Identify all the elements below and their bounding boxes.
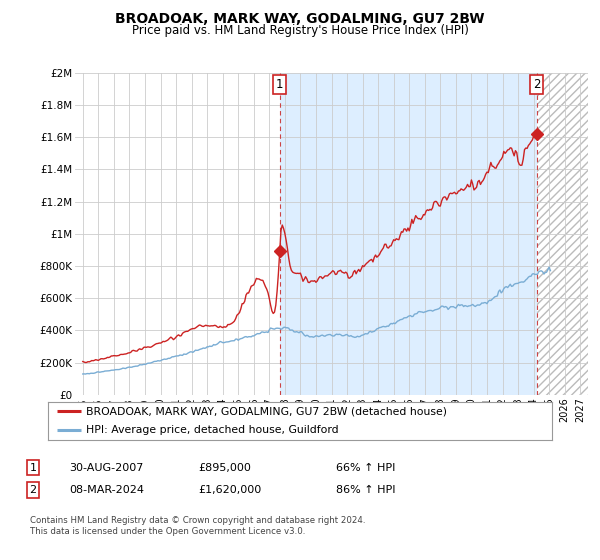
Text: 30-AUG-2007: 30-AUG-2007	[69, 463, 143, 473]
Text: Price paid vs. HM Land Registry's House Price Index (HPI): Price paid vs. HM Land Registry's House …	[131, 24, 469, 36]
Text: 08-MAR-2024: 08-MAR-2024	[69, 485, 144, 495]
Text: BROADOAK, MARK WAY, GODALMING, GU7 2BW (detached house): BROADOAK, MARK WAY, GODALMING, GU7 2BW (…	[86, 407, 447, 417]
Text: 86% ↑ HPI: 86% ↑ HPI	[336, 485, 395, 495]
Text: 2: 2	[533, 78, 540, 91]
Text: 2: 2	[29, 485, 37, 495]
Text: £895,000: £895,000	[198, 463, 251, 473]
Text: 1: 1	[29, 463, 37, 473]
Text: £1,620,000: £1,620,000	[198, 485, 261, 495]
Text: HPI: Average price, detached house, Guildford: HPI: Average price, detached house, Guil…	[86, 424, 338, 435]
Bar	[280, 73, 536, 395]
Text: Contains HM Land Registry data © Crown copyright and database right 2024.
This d: Contains HM Land Registry data © Crown c…	[30, 516, 365, 536]
Text: 1: 1	[276, 78, 283, 91]
Text: BROADOAK, MARK WAY, GODALMING, GU7 2BW: BROADOAK, MARK WAY, GODALMING, GU7 2BW	[115, 12, 485, 26]
Bar	[536, 73, 588, 395]
Text: 66% ↑ HPI: 66% ↑ HPI	[336, 463, 395, 473]
